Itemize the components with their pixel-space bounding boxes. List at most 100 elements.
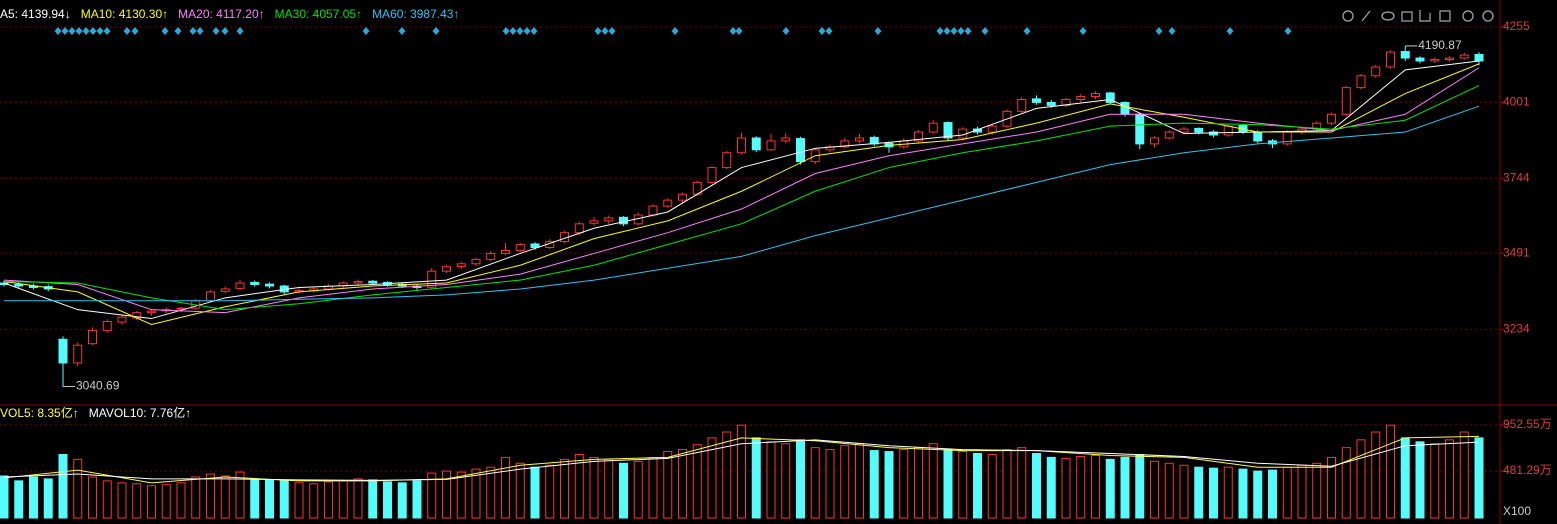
eye-icon[interactable] xyxy=(1381,11,1395,21)
volume-bar xyxy=(1445,439,1454,519)
legend-entry: VOL5: 8.35亿↑ xyxy=(0,405,79,420)
volume-bar xyxy=(294,482,304,519)
volume-bar xyxy=(161,484,171,519)
volume-bar xyxy=(619,462,628,519)
volume-bar xyxy=(486,466,496,519)
volume-bar xyxy=(1135,453,1145,519)
volume-bar xyxy=(235,471,245,519)
volume-bar xyxy=(604,458,614,519)
volume-bar xyxy=(117,482,127,519)
volume-bar xyxy=(1474,437,1484,519)
volume-bar xyxy=(102,480,112,519)
volume-bar xyxy=(987,453,997,519)
candle-body xyxy=(442,266,451,272)
candle-body xyxy=(707,167,717,183)
signal-marker xyxy=(82,27,90,35)
volume-bar xyxy=(899,449,909,519)
candle-body xyxy=(1341,87,1351,115)
volume-bar xyxy=(1091,454,1100,519)
ma-line xyxy=(3,85,1480,311)
signal-marker xyxy=(61,27,69,35)
volume-bar xyxy=(29,476,38,519)
signal-marker xyxy=(502,27,510,35)
volume-bar xyxy=(442,470,451,519)
signal-marker xyxy=(123,27,131,35)
volume-bar xyxy=(1223,466,1233,519)
volume-bar xyxy=(1400,437,1410,519)
candle-body xyxy=(265,283,274,287)
candle-body xyxy=(1105,92,1115,103)
volume-bar xyxy=(751,437,761,519)
candle-body xyxy=(928,122,938,133)
candle-body xyxy=(1120,101,1130,115)
candle-body xyxy=(456,263,466,267)
grid-icon[interactable] xyxy=(1439,10,1451,22)
candle-body xyxy=(1091,93,1100,98)
volume-bar xyxy=(973,453,982,519)
signal-marker xyxy=(1023,27,1031,35)
volume-bar xyxy=(265,479,274,519)
candle-body xyxy=(574,223,584,234)
candle-body xyxy=(58,338,68,364)
y-tick-label: 3491 xyxy=(1503,245,1530,259)
candle-body xyxy=(206,291,215,302)
candle-body xyxy=(766,140,776,151)
volume-bar xyxy=(914,447,923,519)
volume-bar xyxy=(1076,455,1086,519)
signal-marker xyxy=(212,27,220,35)
settings-icon[interactable] xyxy=(1342,10,1354,22)
volume-bar xyxy=(324,481,333,519)
signal-marker xyxy=(54,27,62,35)
candle-body xyxy=(914,131,923,142)
candle-body xyxy=(1445,57,1454,61)
volume-bar xyxy=(1179,464,1189,519)
candle-body xyxy=(1179,128,1189,133)
candle-body xyxy=(147,310,156,314)
y-tick-label: 4001 xyxy=(1503,94,1530,108)
legend-entry: MA60: 3987.43↑ xyxy=(372,7,459,21)
signal-marker xyxy=(782,27,790,35)
candle-body xyxy=(1253,131,1263,142)
legend-entry: MA10: 4130.30↑ xyxy=(81,7,168,21)
signal-marker xyxy=(818,27,826,35)
zoom-in[interactable] xyxy=(1462,10,1474,22)
candle-body xyxy=(796,138,805,163)
signal-marker xyxy=(671,27,679,35)
volume-bar xyxy=(884,451,894,519)
y-tick-label: 3234 xyxy=(1503,321,1530,335)
annotation: 4190.87 xyxy=(1418,38,1462,52)
volume-bar xyxy=(1430,443,1440,519)
candle-body xyxy=(1430,59,1440,62)
volume-bar xyxy=(14,480,24,519)
signal-marker xyxy=(981,27,989,35)
candle-body xyxy=(1474,53,1484,62)
draw-icon[interactable] xyxy=(1361,10,1371,22)
candle-body xyxy=(1371,66,1381,77)
volume-bar xyxy=(1194,466,1204,519)
ma-line xyxy=(3,439,1480,481)
volume-bar xyxy=(1002,449,1012,519)
candle-body xyxy=(1061,98,1071,106)
signal-marker xyxy=(601,27,609,35)
volume-bar xyxy=(427,472,437,519)
candle-body xyxy=(1400,51,1410,59)
signal-marker xyxy=(398,27,406,35)
volume-bar xyxy=(1120,456,1130,519)
volume-bar xyxy=(560,458,569,519)
box-icon[interactable] xyxy=(1401,11,1413,22)
candle-body xyxy=(1386,51,1395,68)
volume-bar xyxy=(737,424,746,519)
unit-label: X100 xyxy=(1503,504,1531,518)
candle-body xyxy=(663,199,673,207)
candle-body xyxy=(973,128,982,133)
candle-body xyxy=(1017,98,1027,112)
hand-icon[interactable] xyxy=(1419,10,1431,22)
volume-bar xyxy=(943,449,953,519)
zoom-out[interactable] xyxy=(1482,10,1494,22)
volume-bar xyxy=(958,451,968,519)
volume-bar xyxy=(840,445,850,519)
volume-bar xyxy=(1312,462,1322,519)
volume-bar xyxy=(633,460,643,519)
volume-bar xyxy=(589,456,599,519)
